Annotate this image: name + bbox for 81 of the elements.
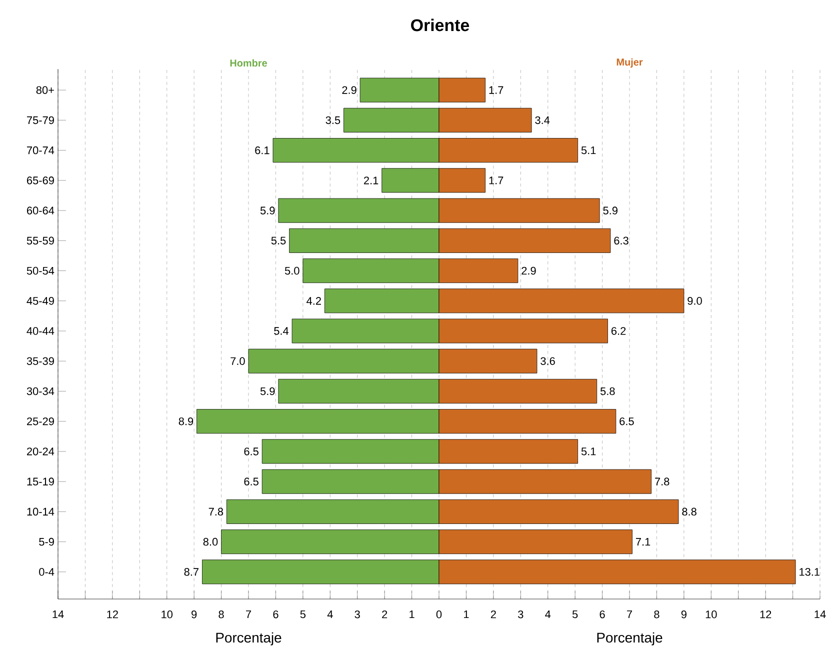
data-label: 5.0 [284,266,300,275]
y-tick-label: 55-59 [26,236,54,245]
x-tick-label: 6 [600,610,605,618]
data-label: 7.8 [208,508,224,516]
data-label: 6.5 [244,448,258,456]
x-tick-label: 9 [681,610,686,618]
data-label: 9.0 [688,297,702,305]
data-label: 8.9 [178,417,194,426]
y-tick-label: 0-4 [39,568,54,576]
text: Porcentaje [597,632,662,646]
text: Mujer [616,58,643,68]
x-tick-label: 2 [382,610,388,618]
data-label: 5.1 [581,448,596,456]
data-label: 5.9 [260,387,275,396]
data-label: 8.8 [682,508,696,516]
data-label: 5.4 [274,327,289,335]
data-label: 1.7 [489,176,504,184]
x-tick-label: 12 [107,610,118,618]
text: Hombre [230,59,267,67]
x-tick-label: 10 [706,610,717,618]
y-tick-label: 5-9 [39,538,54,546]
chart-title: Oriente [411,18,470,32]
data-label: 4.2 [306,297,321,305]
data-label: 2.9 [342,86,356,94]
data-label: 7.1 [636,538,650,546]
x-tick-label: 10 [162,610,173,618]
data-label: 5.1 [581,146,596,154]
y-tick-label: 45-49 [26,297,54,305]
data-label: 8.0 [203,538,218,546]
x-tick-label: 2 [490,610,496,618]
y-tick-label: 70-74 [27,146,54,154]
data-label: 6.5 [620,417,634,426]
data-label: 6.5 [244,478,258,486]
x-tick-label: 0 [436,610,442,618]
data-label: 5.5 [271,236,286,244]
data-label: 2.9 [522,266,536,275]
data-label: 2.1 [364,176,378,184]
x-tick-label: 3 [518,610,524,618]
x-tick-label: 5 [572,610,578,618]
x-tick-label: 1 [410,610,414,618]
x-tick-label: 7 [627,610,632,618]
x-axis-title: Porcentaje [216,632,282,646]
data-label: 1.7 [489,86,504,94]
x-tick-label: 8 [654,610,660,618]
y-tick-label: 30-34 [26,387,54,396]
x-tick-label: 4 [327,610,333,618]
x-tick-label: 1 [464,610,469,618]
data-label: 5.8 [600,387,615,396]
y-tick-label: 75-79 [27,116,54,124]
x-tick-label: 9 [192,610,197,618]
data-label: 7.0 [230,357,245,365]
y-tick-label: 10-14 [27,508,54,516]
y-tick-label: 25-29 [27,417,54,426]
x-tick-label: 7 [246,610,251,618]
data-label: 5.9 [260,206,275,214]
data-label: 6.1 [255,146,270,154]
x-tick-label: 5 [300,610,306,618]
x-tick-label: 12 [760,610,772,618]
y-tick-label: 50-54 [26,266,54,275]
x-tick-label: 14 [814,610,826,618]
y-tick-label: 35-39 [26,357,54,365]
y-tick-label: 60-64 [27,206,54,214]
x-tick-label: 3 [354,610,360,618]
data-label: 7.8 [655,478,670,486]
y-tick-label: 80+ [36,86,54,94]
x-tick-label: 4 [545,610,551,618]
y-tick-label: 65-69 [27,176,54,184]
y-tick-label: 20-24 [27,448,54,456]
y-tick-label: 40-44 [26,327,54,335]
y-tick-label: 15-19 [27,478,54,486]
data-label: 3.4 [535,116,550,124]
data-label: 3.6 [540,357,555,365]
data-label: 6.3 [614,236,628,245]
x-tick-label: 6 [273,610,278,618]
data-label: 6.2 [611,327,626,335]
data-label: 5.9 [603,206,618,214]
data-label: 13.1 [800,568,820,576]
x-tick-label: 8 [218,610,224,618]
x-tick-label: 14 [52,610,64,618]
data-label: 8.7 [184,568,198,576]
data-label: 3.5 [326,116,340,124]
